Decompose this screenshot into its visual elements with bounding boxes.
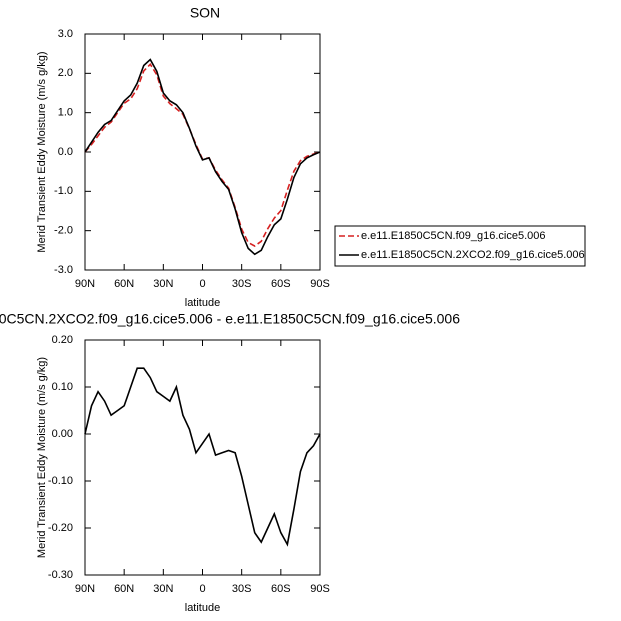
x-axis-label: latitude [185,297,220,309]
legend-box [334,225,586,267]
y-axis-label: Merid Transient Eddy Moisture (m/s g/kg) [36,51,48,252]
x-tick-label: 60S [271,583,291,595]
y-tick-label: -0.20 [48,522,73,534]
y-tick-label: 0.10 [52,381,73,393]
chart-title: SON [190,5,220,21]
y-tick-label: 0.0 [58,146,73,158]
y-tick-label: -0.10 [48,475,73,487]
data-line [84,58,321,256]
x-tick-label: 90N [75,278,95,290]
x-tick-label: 90N [75,583,95,595]
x-axis-label: latitude [185,602,220,614]
y-tick-label: -1.0 [54,185,73,197]
x-tick-label: 60N [114,583,134,595]
x-tick-label: 90S [310,583,330,595]
x-tick-label: 60N [114,278,134,290]
x-tick-label: 30N [153,583,173,595]
y-tick-label: 0.00 [52,428,73,440]
y-tick-label: 3.0 [58,28,73,40]
legend-label: e.e11.E1850C5CN.2XCO2.f09_g16.cice5.006 [361,249,585,261]
y-tick-label: -3.0 [54,264,73,276]
x-tick-label: 60S [271,278,291,290]
y-axis-label: Merid Transient Eddy Moisture (m/s g/kg) [36,357,48,558]
legend-label: e.e11.E1850C5CN.f09_g16.cice5.006 [361,230,546,242]
x-tick-label: 30S [232,278,252,290]
y-tick-label: 1.0 [58,107,73,119]
y-tick-label: 2.0 [58,67,73,79]
x-tick-label: 0 [199,583,205,595]
data-line [84,62,321,247]
x-tick-label: 30S [232,583,252,595]
x-tick-label: 90S [310,278,330,290]
data-line [84,367,321,547]
x-tick-label: 0 [199,278,205,290]
chart-title: e.e11.E1850C5CN.2XCO2.f09_g16.cice5.006 … [0,311,460,327]
y-tick-label: -0.30 [48,569,73,581]
plot-frame [84,33,321,271]
y-tick-label: 0.20 [52,334,73,346]
y-tick-label: -2.0 [54,225,73,237]
x-tick-label: 30N [153,278,173,290]
